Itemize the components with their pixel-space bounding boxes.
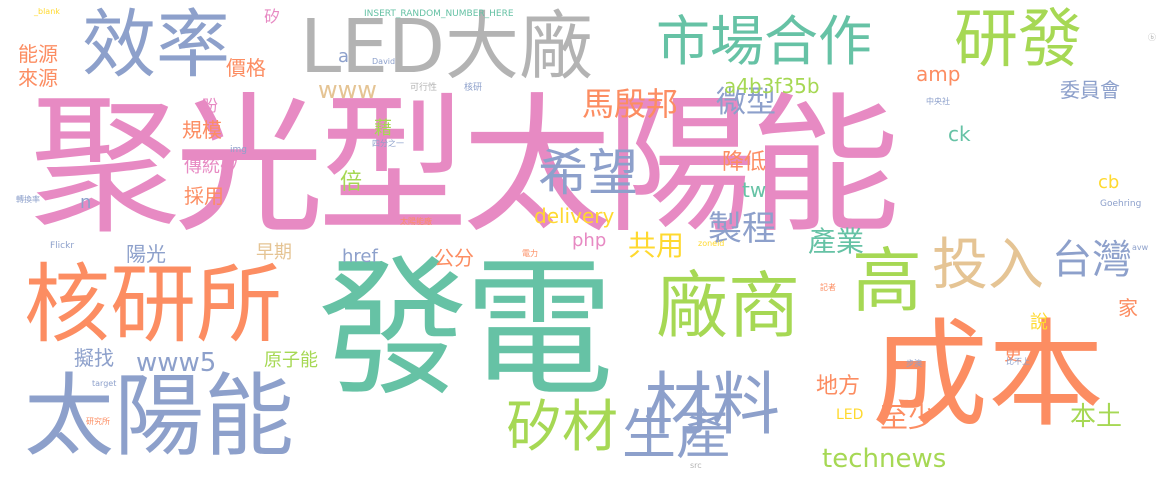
word: 公分 bbox=[434, 246, 474, 270]
word: www bbox=[318, 76, 377, 104]
word: 希望 bbox=[538, 144, 638, 202]
word: _blank bbox=[34, 7, 60, 16]
word: 微型 bbox=[716, 85, 776, 120]
word: 市場合作 bbox=[656, 10, 872, 73]
word: 核研所 bbox=[24, 255, 282, 355]
word: 台灣 bbox=[1052, 237, 1132, 283]
word: 家 bbox=[1118, 296, 1138, 320]
word: 陽光 bbox=[126, 242, 166, 266]
word: 更 bbox=[1004, 344, 1022, 365]
word: 投入 bbox=[932, 233, 1044, 298]
word: LED大廠 bbox=[300, 4, 593, 90]
word: 發電 bbox=[318, 243, 614, 417]
word: 可行性 bbox=[410, 83, 438, 93]
word: 至少 bbox=[880, 401, 937, 434]
word: 委員會 bbox=[1060, 78, 1120, 102]
word: Flickr bbox=[50, 241, 75, 251]
word: 原子能 bbox=[264, 350, 318, 371]
word: 核研 bbox=[464, 83, 483, 93]
word: 四分之一 bbox=[372, 139, 404, 148]
word: href bbox=[342, 246, 378, 267]
word: 本土 bbox=[1070, 402, 1123, 432]
word: 太陽能廠 bbox=[400, 217, 432, 226]
word: 規模 bbox=[182, 118, 222, 142]
word: 矽材 bbox=[506, 395, 618, 460]
word: zoneid bbox=[698, 239, 725, 248]
word: 太陽能 bbox=[24, 364, 294, 469]
word: 來源 bbox=[18, 66, 58, 90]
word: src bbox=[690, 461, 702, 470]
word: 比不上 bbox=[1006, 357, 1030, 366]
word: 藉 bbox=[374, 118, 392, 139]
word: ⓑ bbox=[1148, 33, 1156, 42]
word: cb bbox=[1098, 172, 1120, 193]
word: 記者 bbox=[820, 283, 836, 292]
word: 材料 bbox=[644, 366, 781, 445]
word: 高 bbox=[852, 240, 922, 322]
word: LED bbox=[836, 407, 864, 423]
word: 共用 bbox=[628, 229, 685, 262]
word: 降低 bbox=[722, 150, 767, 175]
word: avw bbox=[1132, 243, 1149, 252]
word: 矽 bbox=[261, 8, 280, 24]
word: img bbox=[230, 145, 247, 155]
word: 製程 bbox=[708, 209, 776, 249]
word: amp bbox=[916, 62, 961, 86]
word: 成本 bbox=[872, 308, 1104, 443]
word: David bbox=[372, 57, 396, 66]
word: a4b3f35b bbox=[724, 74, 820, 98]
word: n bbox=[80, 192, 92, 213]
word: 步澳 bbox=[906, 359, 922, 368]
word: 廠商 bbox=[656, 264, 801, 348]
word: www5 bbox=[136, 348, 217, 378]
word: 能源 bbox=[18, 42, 58, 66]
word: 早期 bbox=[256, 242, 292, 263]
word: 擬找 bbox=[74, 346, 114, 370]
word: 說 bbox=[1030, 312, 1048, 333]
word: 採用 bbox=[184, 184, 224, 208]
word: 價格 bbox=[226, 56, 266, 80]
word: 盼 bbox=[202, 96, 219, 115]
word: Goehring bbox=[1100, 199, 1142, 209]
word: 聚光型太陽能 bbox=[30, 80, 900, 254]
word: 轉換率 bbox=[16, 195, 40, 204]
word: a bbox=[338, 46, 350, 67]
word: 產業 bbox=[808, 225, 865, 258]
word: INSERT_RANDOM_NUMBER_HERE bbox=[364, 9, 514, 19]
word: 倍 bbox=[340, 170, 363, 195]
word: ck bbox=[948, 122, 971, 146]
word: technews bbox=[822, 444, 947, 474]
word: 馬殷邦 bbox=[582, 85, 679, 123]
word: 研發 bbox=[954, 3, 1082, 77]
word: 中央社 bbox=[926, 97, 950, 106]
word: 研究所 bbox=[86, 417, 110, 426]
word: 電力 bbox=[522, 249, 538, 258]
word: 效率 bbox=[82, 2, 230, 88]
word: 地方 bbox=[816, 374, 861, 399]
word: delivery bbox=[534, 204, 615, 228]
word: 生產 bbox=[622, 403, 730, 466]
word: target bbox=[92, 379, 117, 388]
word: php bbox=[572, 230, 607, 251]
word: tw bbox=[742, 178, 767, 202]
word: 傳統矽 bbox=[184, 156, 238, 177]
